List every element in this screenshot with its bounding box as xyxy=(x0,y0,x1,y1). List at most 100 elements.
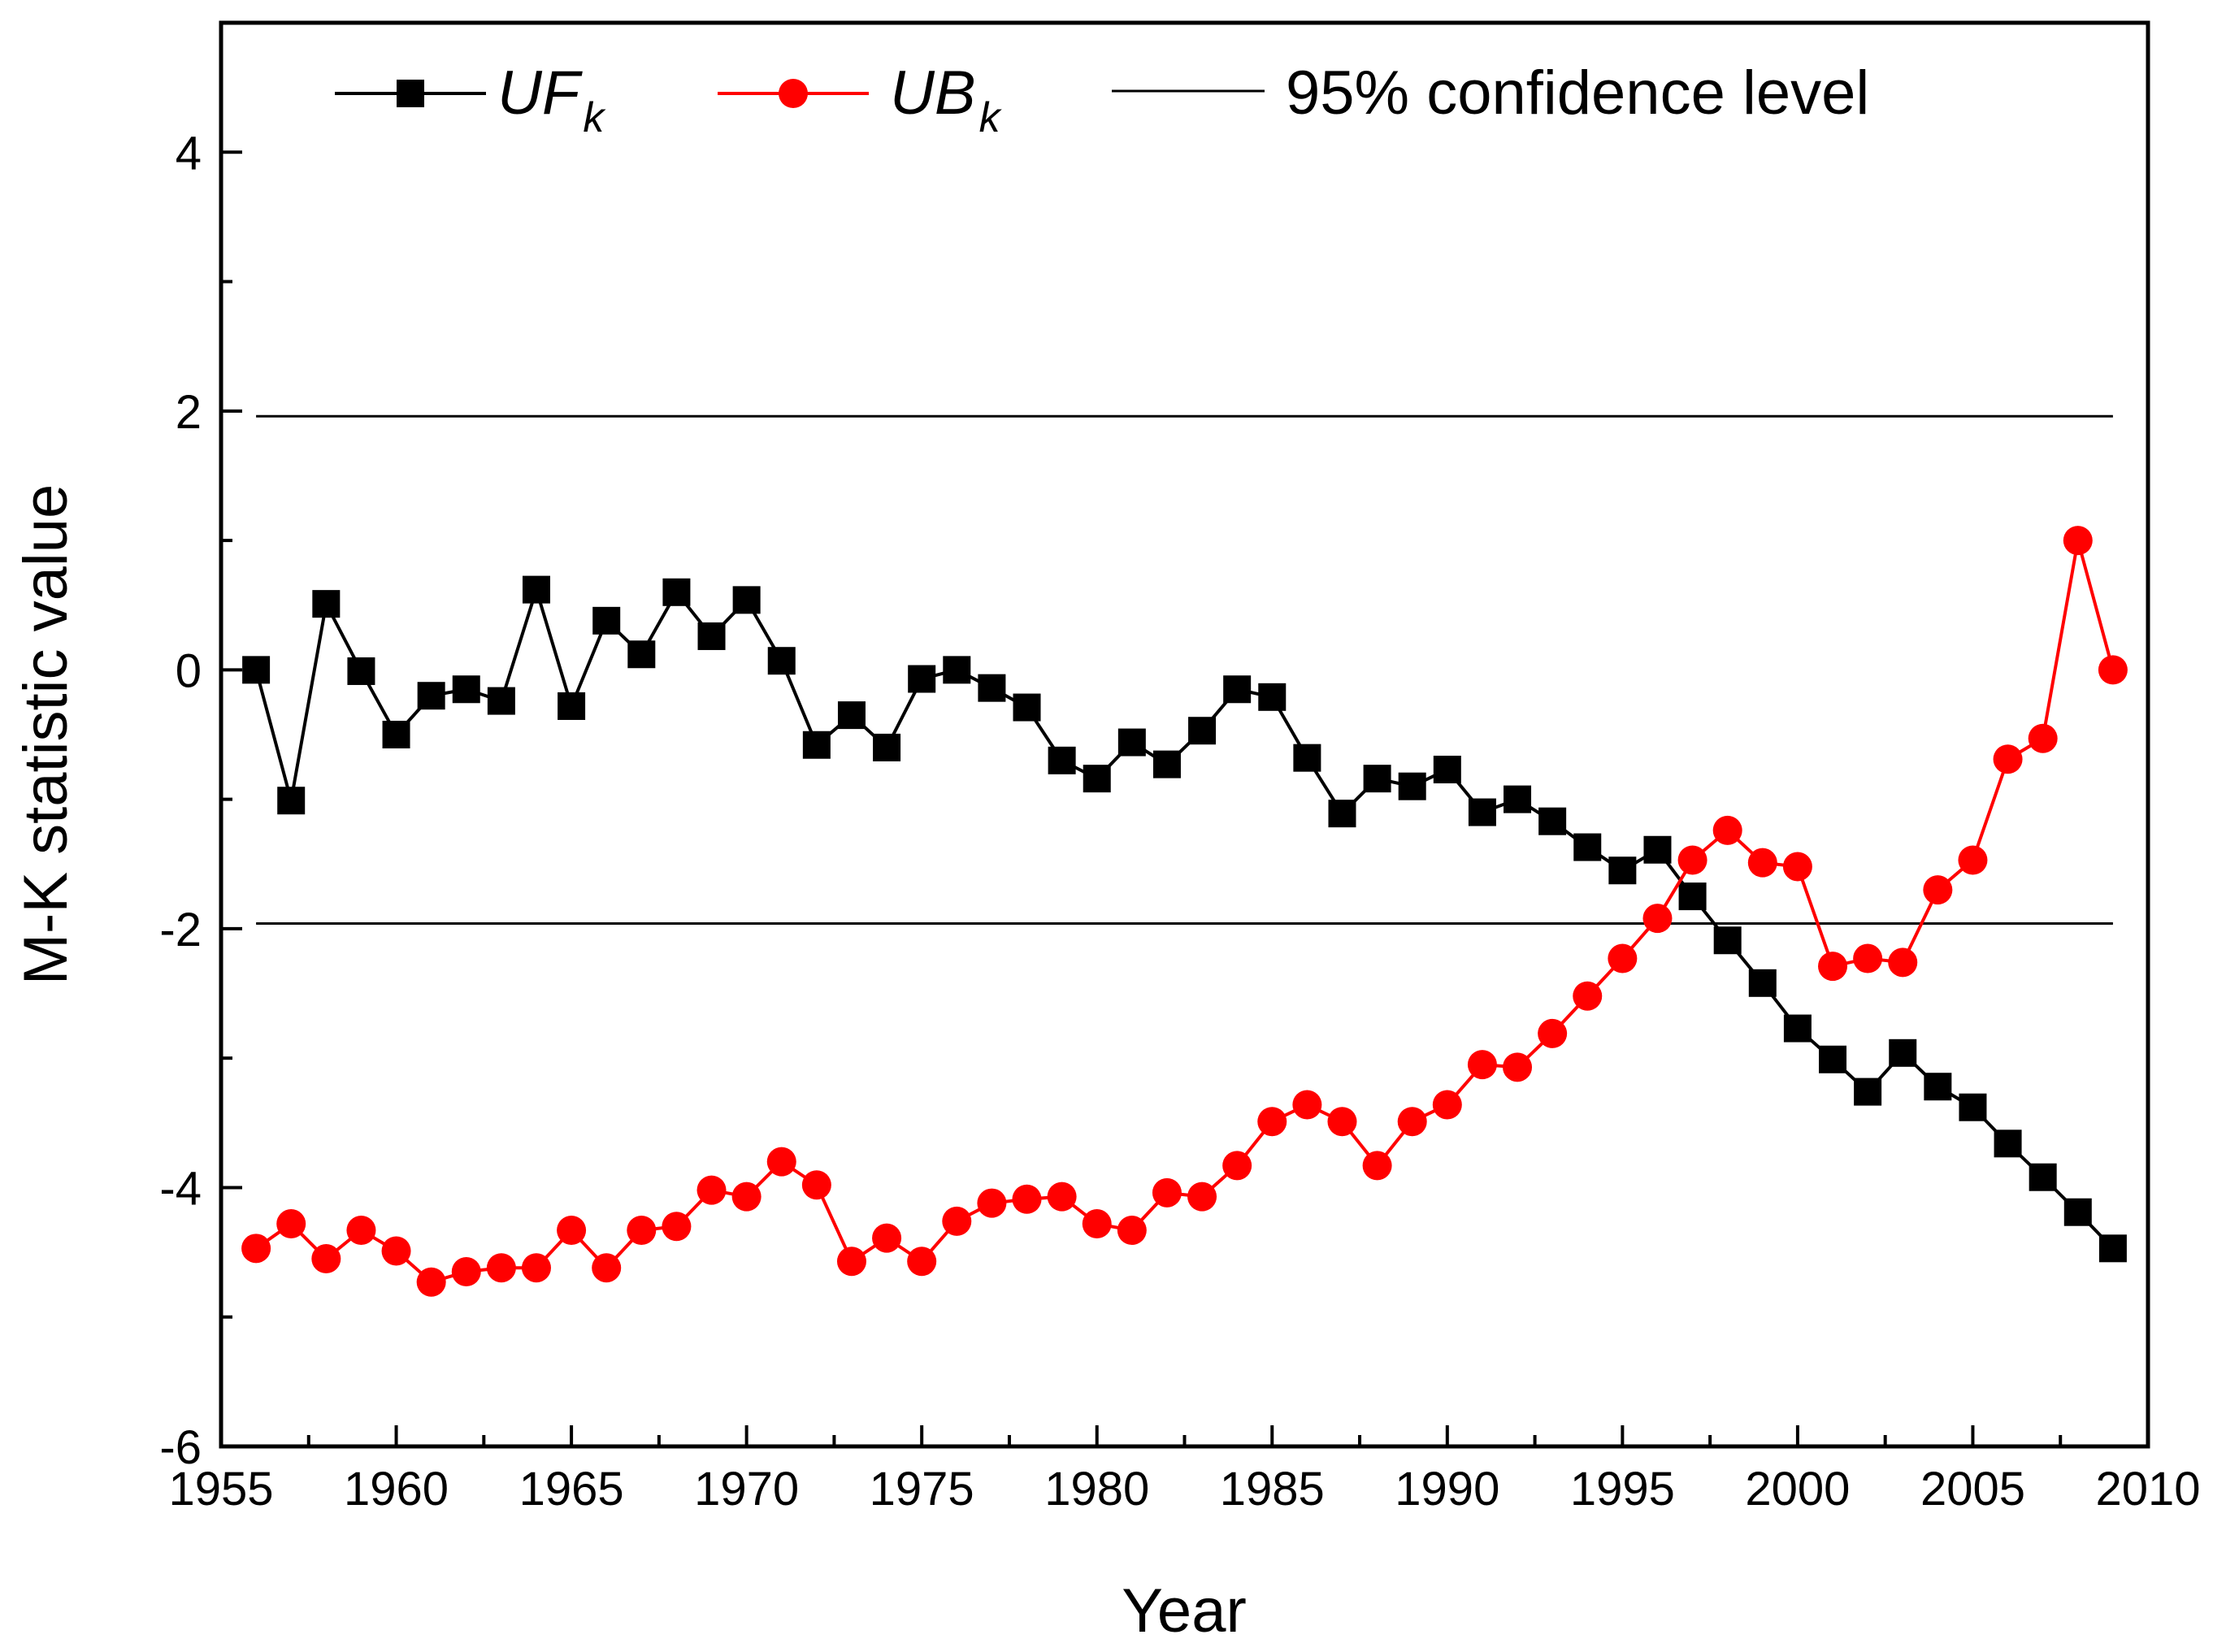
axes: 1955 1960 1965 1970 1975 1980 1985 1990 1995 2000… xyxy=(159,127,2200,1515)
data-point xyxy=(1187,1182,1217,1212)
data-point xyxy=(346,1216,376,1246)
data-point xyxy=(977,1188,1007,1218)
data-point xyxy=(276,1209,306,1239)
data-point xyxy=(1924,1073,1952,1101)
data-point xyxy=(1748,969,1777,997)
data-point xyxy=(1012,1184,1042,1214)
x-tick-label: 2005 xyxy=(1920,1463,2025,1515)
data-point xyxy=(382,721,410,748)
data-point xyxy=(2063,1198,2092,1226)
data-point xyxy=(242,656,271,684)
data-point xyxy=(1363,765,1391,793)
data-point xyxy=(241,1234,271,1264)
data-point xyxy=(592,1253,622,1283)
y-tick-label: 4 xyxy=(176,127,202,180)
data-point xyxy=(1747,848,1777,878)
x-tick-label: 1980 xyxy=(1044,1463,1149,1515)
confidence-lines xyxy=(256,414,2113,926)
data-point xyxy=(2098,655,2128,685)
x-tick-label: 1970 xyxy=(694,1463,799,1515)
data-point xyxy=(1503,1052,1533,1082)
data-point xyxy=(1293,744,1321,772)
data-point xyxy=(2063,526,2093,556)
series-line xyxy=(254,539,2115,1284)
data-point xyxy=(1152,1177,1182,1208)
data-point xyxy=(557,1216,587,1246)
data-point xyxy=(1994,1130,2022,1158)
data-point xyxy=(1432,1090,1462,1120)
data-point xyxy=(1643,835,1672,864)
data-point xyxy=(627,1216,657,1246)
data-point xyxy=(1678,882,1707,911)
series-layer xyxy=(241,526,2128,1297)
data-point xyxy=(1117,728,1146,757)
data-point xyxy=(1013,693,1041,722)
data-point xyxy=(1538,1018,1568,1048)
data-point xyxy=(1958,845,1988,875)
data-point xyxy=(1362,1151,1392,1181)
data-point xyxy=(521,1253,551,1283)
legend-uf-label: UFk xyxy=(497,59,606,141)
series-line xyxy=(254,588,2115,1250)
data-point xyxy=(416,1267,446,1297)
data-point xyxy=(381,1236,411,1266)
data-point xyxy=(697,622,726,650)
data-point xyxy=(592,606,621,635)
data-point xyxy=(942,1206,972,1236)
data-point xyxy=(1713,926,1742,955)
x-tick-label: 2000 xyxy=(1745,1463,1850,1515)
data-point xyxy=(1467,1050,1497,1080)
data-point xyxy=(873,733,901,761)
data-point xyxy=(801,1170,831,1200)
data-point xyxy=(1468,798,1496,826)
legend: UFk UBk 95% confidence level xyxy=(335,59,1869,141)
data-point xyxy=(1398,772,1426,800)
data-point xyxy=(1677,845,1707,875)
x-tick-label: 1955 xyxy=(168,1463,273,1515)
data-point xyxy=(696,1175,727,1205)
data-point xyxy=(872,1223,902,1253)
legend-ub-marker xyxy=(779,79,808,108)
data-point xyxy=(1258,683,1287,711)
data-point xyxy=(1608,856,1637,885)
data-point xyxy=(1397,1107,1427,1137)
plot-area-frame xyxy=(219,20,2150,1449)
data-point xyxy=(558,692,586,720)
data-point xyxy=(1783,1014,1812,1043)
x-tick-label: 1960 xyxy=(344,1463,449,1515)
data-point xyxy=(277,787,306,815)
data-point xyxy=(1188,717,1217,745)
data-point xyxy=(1328,800,1356,828)
data-point xyxy=(1782,852,1812,882)
data-point xyxy=(311,1244,341,1274)
data-point xyxy=(837,701,866,730)
data-point xyxy=(662,578,691,606)
data-point xyxy=(486,1253,516,1283)
x-tick-label: 1990 xyxy=(1395,1463,1499,1515)
data-point xyxy=(1047,1182,1077,1212)
data-point xyxy=(1959,1093,1987,1121)
data-point xyxy=(978,674,1006,702)
data-point xyxy=(487,687,515,715)
data-point xyxy=(1152,750,1181,778)
data-point xyxy=(732,586,761,614)
data-point xyxy=(1223,675,1252,704)
data-point xyxy=(1573,981,1603,1011)
data-point xyxy=(1327,1107,1357,1137)
legend-ci-label: 95% confidence level xyxy=(1286,59,1869,128)
data-point xyxy=(1818,952,1848,982)
legend-uf-marker xyxy=(397,80,424,107)
series-uf xyxy=(242,575,2127,1263)
data-point xyxy=(1993,744,2023,774)
data-point xyxy=(452,675,480,704)
data-point xyxy=(1819,1045,1847,1073)
data-point xyxy=(908,665,936,693)
data-point xyxy=(1222,1151,1252,1181)
x-tick-label: 1995 xyxy=(1570,1463,1675,1515)
data-point xyxy=(312,590,341,618)
data-point xyxy=(451,1256,481,1286)
data-point xyxy=(662,1212,692,1242)
data-point xyxy=(907,1247,937,1277)
data-point xyxy=(1853,943,1883,973)
